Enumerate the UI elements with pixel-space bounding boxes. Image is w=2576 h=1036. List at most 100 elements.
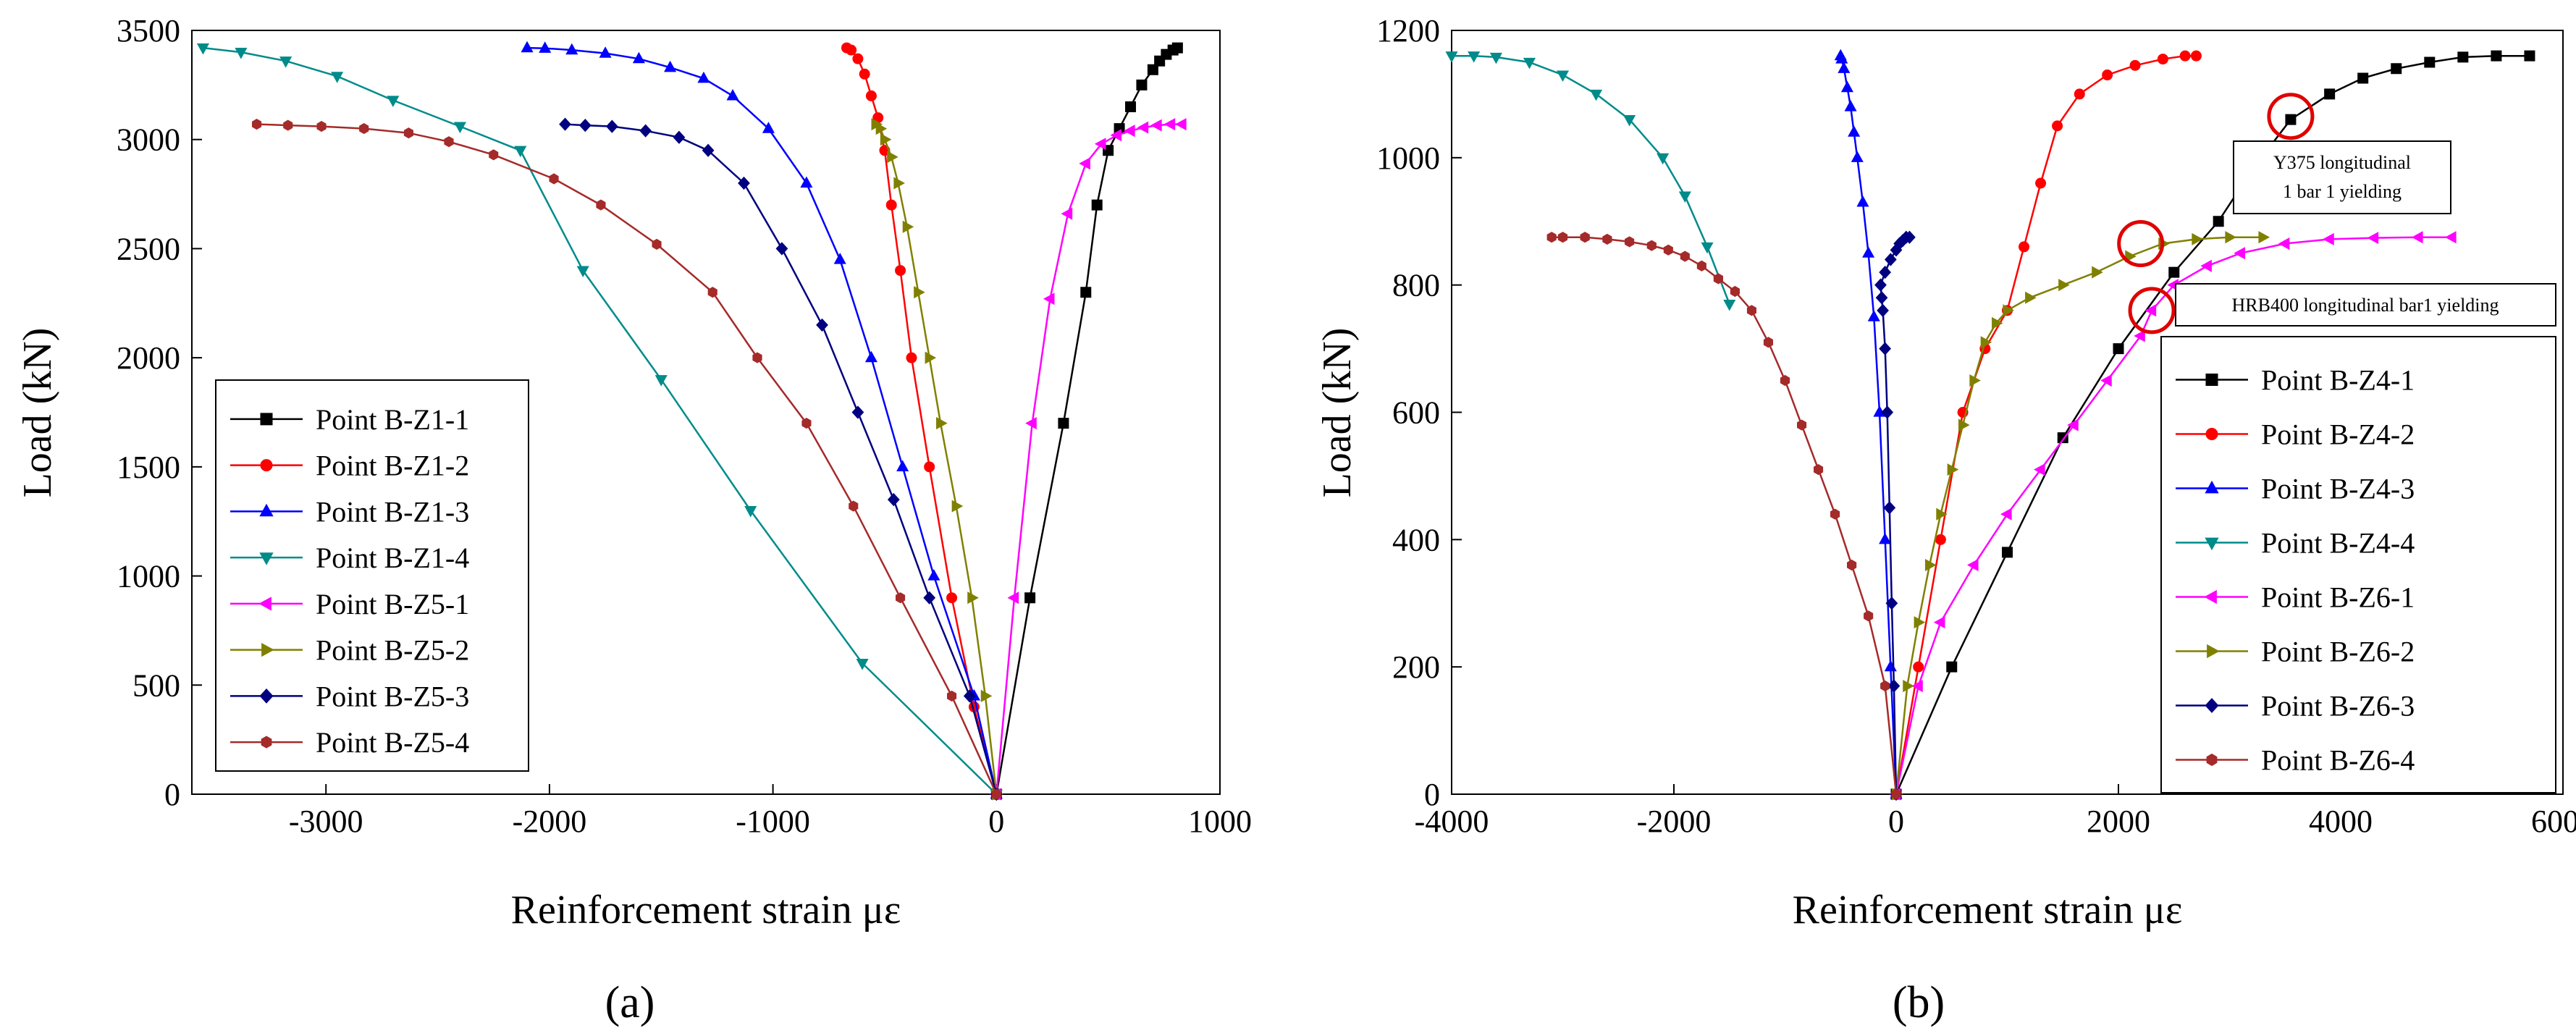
legend-label: Point B-Z5-3 <box>316 680 469 712</box>
data-point <box>1150 119 1162 132</box>
data-point <box>2524 50 2535 62</box>
y-tick-label: 0 <box>1424 777 1440 812</box>
legend-marker <box>2205 480 2219 494</box>
data-point <box>605 119 618 133</box>
data-point <box>1043 292 1055 306</box>
data-point <box>871 118 883 131</box>
y-tick-label: 500 <box>132 667 180 703</box>
data-point <box>1546 232 1557 243</box>
data-point <box>1814 464 1824 476</box>
data-point <box>923 591 936 605</box>
legend-label: Point B-Z6-1 <box>2261 581 2415 614</box>
y-tick-label: 1000 <box>1376 140 1440 176</box>
data-point <box>2225 231 2236 244</box>
x-tick-label: -1000 <box>736 804 810 839</box>
data-point <box>539 41 552 53</box>
legend-entry: Point B-Z5-3 <box>230 680 469 712</box>
data-point <box>565 43 578 55</box>
data-point <box>872 112 884 124</box>
data-point <box>1946 661 1958 673</box>
data-point <box>2157 54 2168 65</box>
data-point <box>1171 42 1183 54</box>
panel-a-label: (a) <box>605 978 655 1027</box>
data-point <box>852 53 864 64</box>
data-point <box>927 569 940 581</box>
panel-a-legend: Point B-Z1-1 Point B-Z1-2 Point B-Z1-3 Poin… <box>215 379 529 772</box>
data-point <box>1903 679 1914 693</box>
data-point <box>2067 418 2079 431</box>
legend-label: Point B-Z1-2 <box>316 450 469 482</box>
data-point <box>1879 265 1892 279</box>
x-tick-label: 4000 <box>2309 804 2373 839</box>
data-point <box>1680 250 1690 262</box>
x-tick-label: 0 <box>988 804 1004 839</box>
panel-b-legend-frame <box>2160 336 2556 793</box>
data-point <box>914 286 925 299</box>
data-point <box>1746 305 1756 316</box>
series-point-b-z6-4 <box>1546 232 1901 800</box>
y-tick-label: 3000 <box>117 122 180 158</box>
data-point <box>726 88 739 101</box>
data-point <box>947 690 957 702</box>
data-point <box>752 352 762 363</box>
data-point <box>2445 231 2457 244</box>
panel-a-legend-frame <box>215 379 529 772</box>
data-point <box>2324 88 2336 100</box>
data-point <box>2019 241 2030 253</box>
data-point <box>1136 79 1148 90</box>
highlight-circle <box>2117 220 2165 268</box>
data-point <box>697 71 710 83</box>
series-point-b-z5-2 <box>871 118 1003 801</box>
data-point <box>2357 72 2369 84</box>
series-point-b-z5-4 <box>252 119 1001 800</box>
legend-marker <box>2205 374 2218 386</box>
data-point <box>1110 129 1122 142</box>
series-line <box>996 123 1182 795</box>
data-point <box>1992 316 2003 329</box>
data-point <box>2102 70 2113 81</box>
data-point <box>1061 207 1073 220</box>
data-point <box>673 130 686 144</box>
data-point <box>864 350 877 363</box>
data-point <box>980 689 993 702</box>
legend-entry: Point B-Z5-1 <box>230 588 469 620</box>
legend-marker <box>2205 428 2218 440</box>
data-point <box>1851 151 1864 162</box>
data-point <box>1881 405 1894 419</box>
data-point <box>2412 231 2423 244</box>
data-point <box>963 689 976 703</box>
series-point-b-z5-1 <box>989 118 1187 801</box>
data-point <box>2457 51 2469 63</box>
legend-entry: Point B-Z6-2 <box>2176 636 2415 668</box>
data-point <box>1623 114 1636 127</box>
data-point <box>1891 788 1901 800</box>
data-point <box>738 176 750 190</box>
panel-b-x-axis-title: Reinforcement strain με <box>1793 888 2183 932</box>
data-point <box>1862 246 1875 258</box>
series-line <box>1452 54 1730 305</box>
legend-entry: Point B-Z1-2 <box>230 450 469 482</box>
y-tick-label: 1000 <box>117 559 180 594</box>
series-point-b-z6-3 <box>1874 230 1916 801</box>
data-point <box>1885 597 1898 610</box>
data-point <box>664 60 677 72</box>
data-point <box>849 500 859 512</box>
data-point <box>991 788 1001 800</box>
data-point <box>1489 52 1502 64</box>
data-point <box>2129 59 2141 71</box>
annotation-box-y375 <box>2233 140 2451 214</box>
data-point <box>2134 329 2145 342</box>
series-line <box>203 46 998 795</box>
data-point <box>2200 259 2212 272</box>
legend-label: Point B-Z1-3 <box>316 495 469 528</box>
data-point <box>331 72 344 83</box>
legend-label: Point B-Z5-2 <box>316 634 469 667</box>
data-point <box>1445 51 1458 63</box>
series-point-b-z6-1 <box>1889 231 2457 801</box>
data-point <box>1091 199 1103 211</box>
data-point <box>887 151 898 164</box>
data-point <box>1007 591 1019 605</box>
